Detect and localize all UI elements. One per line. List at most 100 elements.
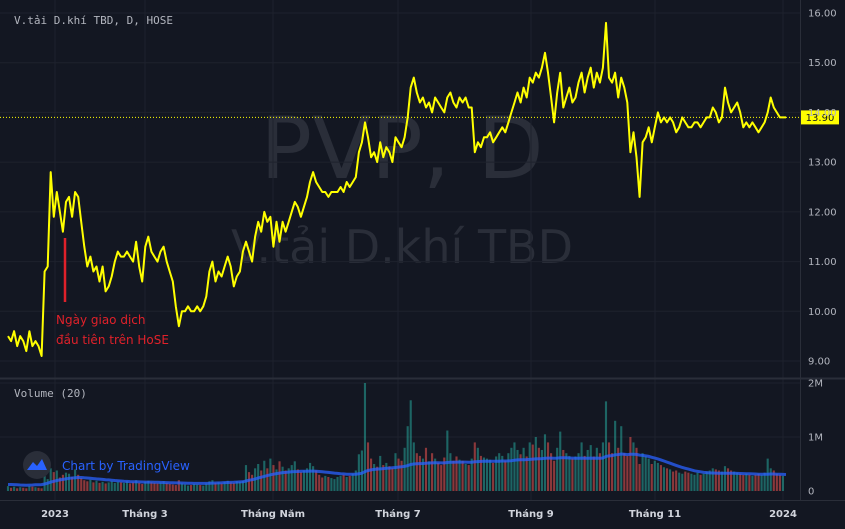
volume-bar <box>226 480 229 491</box>
tradingview-logo[interactable]: Chart by TradingView <box>23 451 190 479</box>
volume-bar <box>604 401 608 491</box>
watermark-ticker: PVP, D <box>260 99 543 199</box>
volume-bar <box>168 483 171 491</box>
volume-bar <box>251 474 254 491</box>
price-tick-label: 13.00 <box>808 158 837 169</box>
volume-bar <box>110 481 113 491</box>
volume-bar <box>696 472 699 491</box>
volume-bar <box>180 483 183 491</box>
volume-bar <box>647 458 650 491</box>
volume-bar <box>379 455 382 491</box>
volume-bar <box>479 455 482 491</box>
volume-bar <box>513 442 516 491</box>
volume-bar <box>308 462 312 491</box>
volume-bar <box>467 465 470 491</box>
volume-bar <box>46 479 49 491</box>
tradingview-brand[interactable]: Chart by TradingView <box>62 459 190 473</box>
volume-bar <box>427 461 431 491</box>
price-tick-label: 9.00 <box>808 357 830 368</box>
volume-bar <box>562 449 565 491</box>
volume-bar <box>556 447 559 491</box>
volume-bar <box>543 434 547 491</box>
volume-bar <box>391 468 394 491</box>
volume-bar <box>431 453 434 491</box>
volume-bar <box>611 453 614 491</box>
volume-bar <box>199 485 202 491</box>
volume-bar <box>217 482 220 491</box>
volume-bar <box>699 474 702 491</box>
volume-bar <box>202 485 205 491</box>
volume-bar <box>138 482 141 491</box>
volume-bar <box>122 482 126 491</box>
volume-bar <box>150 482 153 491</box>
volume-bar <box>693 474 696 491</box>
volume-bar <box>244 465 248 491</box>
volume-bar <box>772 470 775 491</box>
volume-bar <box>632 442 635 491</box>
time-tick-label: Tháng Năm <box>241 508 305 520</box>
volume-bar <box>220 483 223 491</box>
volume-bar <box>284 470 287 491</box>
volume-bar <box>507 453 510 491</box>
price-tick-label: 15.00 <box>808 58 837 69</box>
volume-bar <box>675 470 678 491</box>
volume-bar <box>31 486 34 491</box>
volume-bar <box>730 470 733 491</box>
volume-bar <box>205 483 208 491</box>
volume-bar <box>141 483 144 491</box>
volume-bar <box>583 455 586 491</box>
volume-bar <box>501 455 504 491</box>
volume-bar <box>504 460 507 491</box>
volume-bar <box>775 473 778 491</box>
annotation-line-2: đầu tiên trên HoSE <box>56 333 169 347</box>
volume-bar <box>763 472 766 491</box>
volume-bar <box>589 445 592 491</box>
volume-bar <box>58 477 61 491</box>
volume-bar <box>607 442 611 491</box>
volume-bar <box>86 481 89 491</box>
annotation-line-1: Ngày giao dịch <box>56 313 145 327</box>
volume-bar <box>305 468 309 491</box>
volume-bar <box>757 473 760 491</box>
volume-bar <box>61 474 64 491</box>
volume-bar <box>74 469 77 491</box>
time-tick-label: Tháng 7 <box>375 508 420 520</box>
volume-bar <box>351 473 354 491</box>
volume-bar <box>488 459 492 491</box>
volume-bar <box>370 458 373 491</box>
volume-bar <box>208 481 211 491</box>
volume-bar <box>733 471 736 491</box>
volume-bar <box>171 484 174 491</box>
volume-bar <box>266 468 269 491</box>
volume-axis: 2M 1M 0 <box>808 379 823 498</box>
volume-bar <box>668 469 672 491</box>
volume-bar <box>568 455 571 491</box>
volume-bar <box>522 447 525 491</box>
volume-bar <box>238 481 241 491</box>
volume-bar <box>177 480 180 491</box>
volume-bar <box>229 482 232 491</box>
chart-header: V.tải D.khí TBD, D, HOSE <box>14 14 173 27</box>
volume-bar <box>360 450 363 491</box>
volume-bar <box>540 449 543 491</box>
volume-bar <box>440 465 443 491</box>
price-axis: 16.00 15.00 14.00 13.00 12.00 11.00 10.00 9.00 <box>808 9 837 368</box>
volume-bar <box>455 456 458 491</box>
volume-bar <box>373 464 376 491</box>
volume-bar <box>653 460 656 491</box>
volume-bar <box>659 465 662 491</box>
volume-bar <box>714 469 717 491</box>
tradingview-icon-glyph <box>27 459 47 470</box>
volume-bar <box>617 447 620 491</box>
volume-bar <box>470 458 473 491</box>
volume-bar <box>769 468 772 491</box>
volume-bar <box>296 469 299 491</box>
volume-bar <box>9 487 13 491</box>
volume-bar <box>34 487 37 491</box>
volume-ma-line <box>8 452 787 487</box>
volume-bar <box>394 453 397 491</box>
volume-bar <box>77 474 80 491</box>
volume-bar <box>324 475 327 491</box>
tradingview-icon <box>23 451 51 479</box>
volume-bar <box>40 488 43 491</box>
